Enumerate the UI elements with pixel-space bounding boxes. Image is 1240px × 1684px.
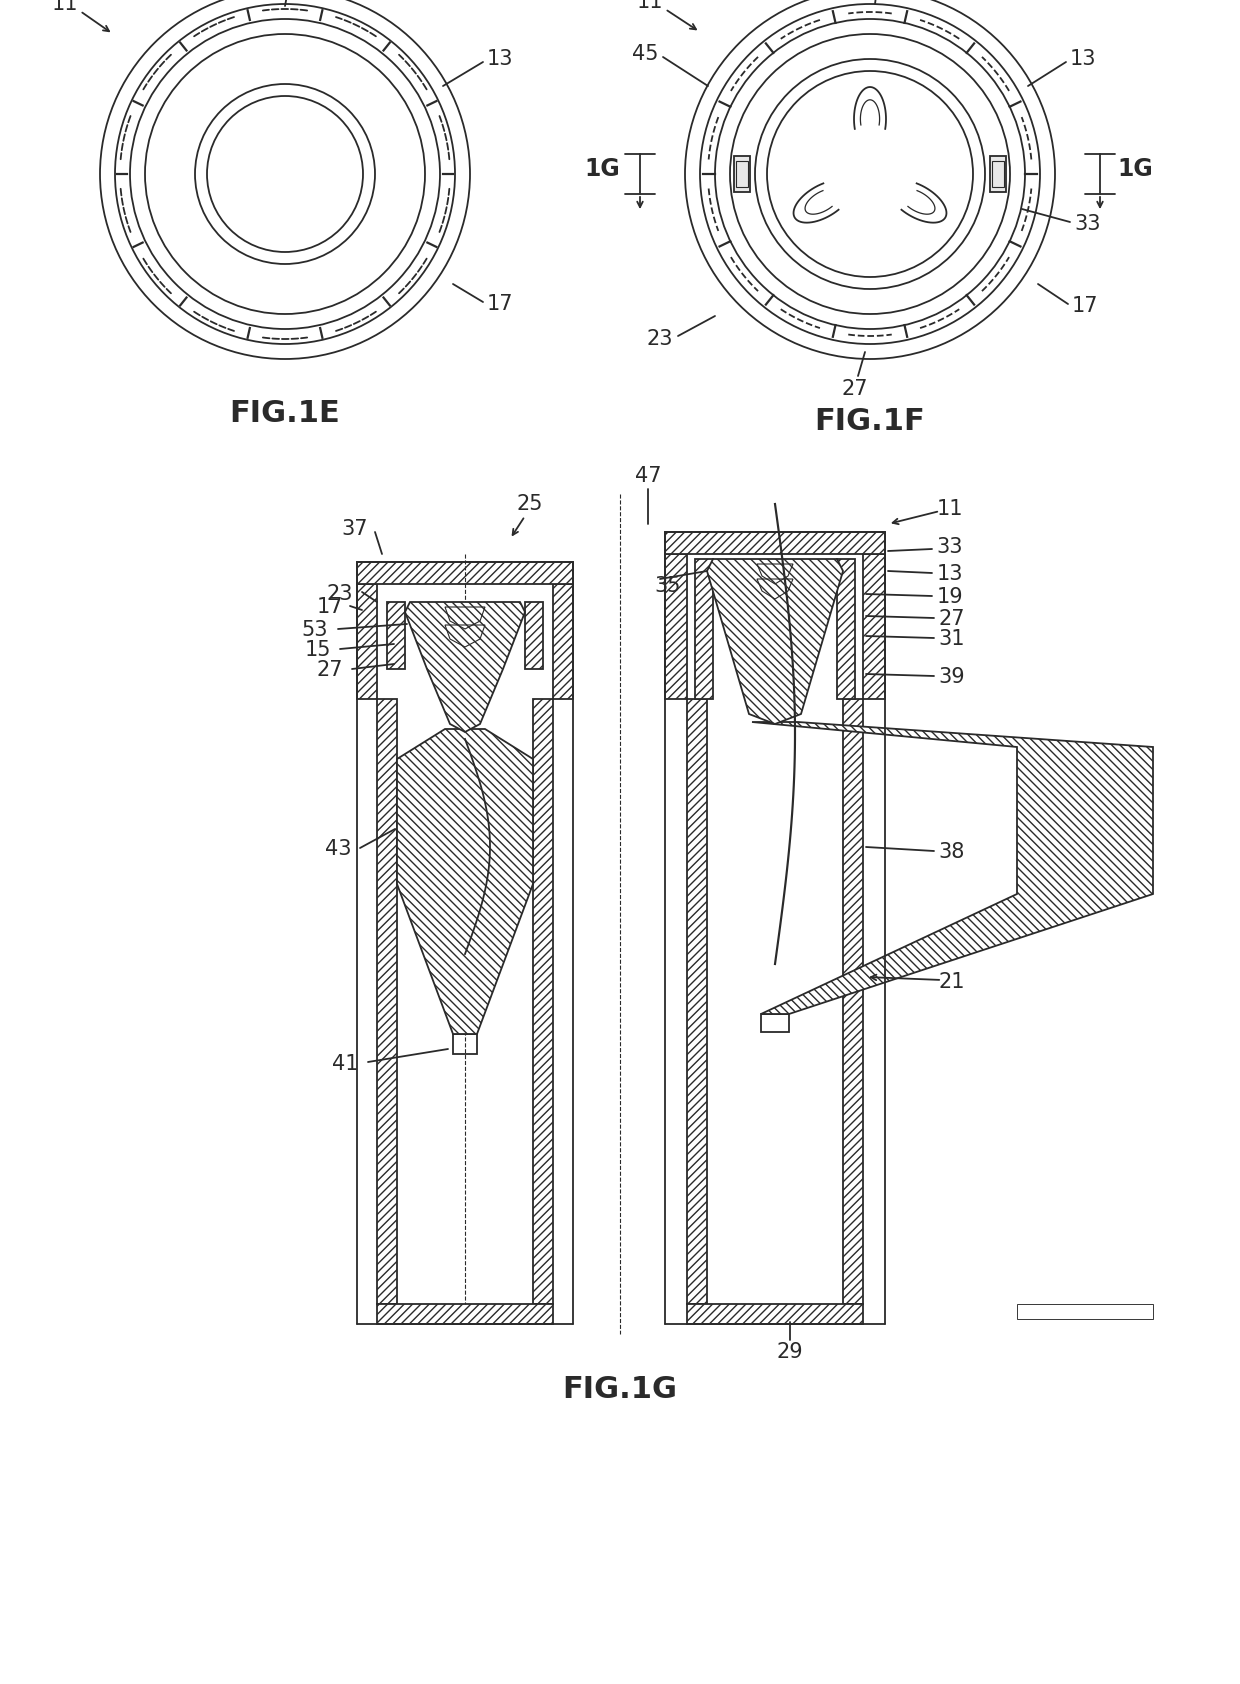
Text: 53: 53 [301, 620, 329, 640]
Text: 11: 11 [637, 0, 663, 12]
Text: 13: 13 [1070, 49, 1096, 69]
Polygon shape [553, 584, 573, 699]
Polygon shape [533, 699, 553, 1303]
Text: FIG.1F: FIG.1F [815, 408, 925, 436]
Text: 21: 21 [939, 972, 965, 992]
Text: 17: 17 [316, 598, 343, 616]
Polygon shape [751, 722, 1153, 1014]
Polygon shape [837, 559, 856, 699]
Text: 39: 39 [939, 667, 965, 687]
Polygon shape [990, 157, 1006, 192]
Text: 11: 11 [52, 0, 78, 13]
Polygon shape [453, 1034, 477, 1054]
Text: 35: 35 [655, 576, 681, 596]
Polygon shape [687, 699, 707, 1303]
Text: 17: 17 [487, 295, 513, 313]
Text: 23: 23 [647, 328, 673, 349]
Text: 25: 25 [517, 493, 543, 514]
Text: 15: 15 [305, 640, 331, 660]
Text: 13: 13 [936, 564, 963, 584]
Text: 27: 27 [939, 610, 965, 630]
Text: 11: 11 [936, 498, 963, 519]
Text: 27: 27 [842, 379, 868, 399]
Text: 19: 19 [936, 588, 963, 606]
Polygon shape [357, 584, 377, 699]
Polygon shape [665, 554, 687, 699]
Text: 43: 43 [325, 839, 351, 859]
Polygon shape [397, 729, 533, 1034]
Text: 27: 27 [316, 660, 343, 680]
Text: 38: 38 [939, 842, 965, 862]
Text: 33: 33 [1075, 214, 1101, 234]
Polygon shape [694, 559, 713, 699]
Text: 13: 13 [487, 49, 513, 69]
Polygon shape [1017, 1303, 1153, 1319]
Text: 41: 41 [332, 1054, 358, 1074]
Polygon shape [843, 699, 863, 1303]
Polygon shape [707, 559, 843, 724]
Text: 37: 37 [342, 519, 368, 539]
Text: 47: 47 [635, 466, 661, 487]
Polygon shape [387, 601, 405, 669]
Polygon shape [405, 601, 525, 733]
Polygon shape [687, 1303, 863, 1324]
Text: 45: 45 [631, 44, 658, 64]
Polygon shape [377, 699, 397, 1303]
Text: FIG.1E: FIG.1E [229, 399, 340, 428]
Ellipse shape [755, 59, 985, 290]
Text: 33: 33 [936, 537, 963, 557]
Polygon shape [525, 601, 543, 669]
Polygon shape [863, 554, 885, 699]
Text: FIG.1G: FIG.1G [563, 1374, 677, 1403]
Polygon shape [357, 562, 573, 584]
Polygon shape [665, 532, 885, 554]
Polygon shape [734, 157, 750, 192]
Text: 23: 23 [327, 584, 353, 605]
Text: 1G: 1G [1117, 157, 1153, 180]
Polygon shape [761, 1014, 789, 1032]
Polygon shape [377, 1303, 553, 1324]
Text: 29: 29 [776, 1342, 804, 1362]
Text: 31: 31 [939, 630, 965, 648]
Text: 1G: 1G [584, 157, 620, 180]
Text: 17: 17 [1071, 296, 1099, 317]
